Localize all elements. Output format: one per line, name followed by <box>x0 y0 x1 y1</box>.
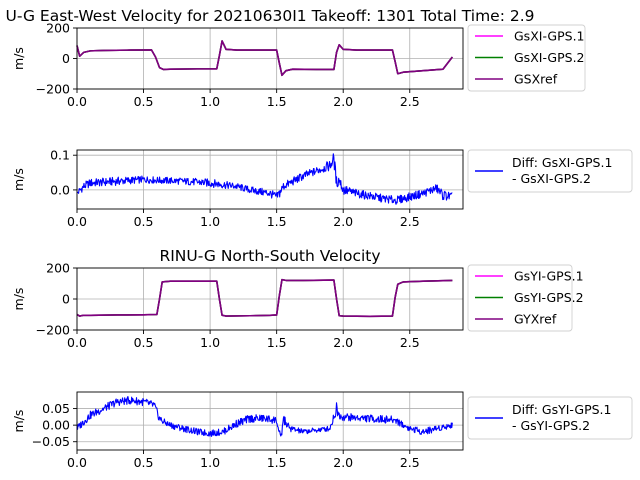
legend-entry: GsYI-GPS.2 <box>514 290 584 305</box>
x-tick-label: 0.5 <box>134 214 154 229</box>
x-tick-label: 2.5 <box>400 214 420 229</box>
chart-title: RINU-G North-South Velocity <box>159 247 380 265</box>
x-tick-label: 1.0 <box>200 214 220 229</box>
y-tick-label: 0.00 <box>42 418 70 433</box>
x-tick-label: 1.5 <box>267 214 287 229</box>
y-tick-label: 0.05 <box>42 401 70 416</box>
y-tick-label: 0.1 <box>50 148 70 163</box>
legend: Diff: GsXI-GPS.1- GsXI-GPS.2 <box>467 149 633 193</box>
x-tick-label: 1.5 <box>267 335 287 350</box>
x-tick-label: 0.0 <box>67 455 87 470</box>
chart-1: 0.0 0.5 1.0 1.5 2.0 2.5 −200 0 200 m/s U-G East-We… <box>5 7 586 109</box>
series-line-1 <box>76 278 453 318</box>
legend: GsXI-GPS.1 GsXI-GPS.2 GSXref <box>467 24 586 92</box>
y-axis-label: m/s <box>11 288 26 311</box>
chart-3: 0.0 0.5 1.0 1.5 2.0 2.5 −200 0 200 m/s RINU-G Nort… <box>11 247 584 350</box>
y-tick-label: −200 <box>36 82 70 97</box>
legend-entry: Diff: GsYI-GPS.1- GsYI-GPS.2 <box>512 402 611 433</box>
y-axis-label: m/s <box>11 410 26 433</box>
x-tick-label: 2.0 <box>333 335 353 350</box>
series-line-1 <box>76 396 453 437</box>
x-tick-label: 2.0 <box>333 94 353 109</box>
x-tick-label: 1.5 <box>267 94 287 109</box>
y-tick-label: 0.0 <box>50 182 70 197</box>
legend-box <box>467 396 633 440</box>
y-tick-label: 200 <box>46 261 70 276</box>
legend: Diff: GsYI-GPS.1- GsYI-GPS.2 <box>467 396 633 440</box>
x-tick-label: 0.0 <box>67 335 87 350</box>
x-tick-label: 1.0 <box>200 94 220 109</box>
plot-frame <box>76 149 464 210</box>
x-tick-label: 2.5 <box>400 455 420 470</box>
legend-box <box>467 24 586 92</box>
x-tick-label: 0.5 <box>134 335 154 350</box>
x-tick-label: 2.0 <box>333 214 353 229</box>
y-tick-label: −200 <box>36 323 70 338</box>
y-tick-label: −0.05 <box>32 434 70 449</box>
legend-entry: GsYI-GPS.1 <box>514 269 584 284</box>
chart-2: 0.0 0.5 1.0 1.5 2.0 2.5 0.0 0.1 m/s Diff: GsXI-GP… <box>11 148 633 229</box>
y-tick-label: 200 <box>46 21 70 36</box>
x-tick-label: 0.5 <box>134 94 154 109</box>
chart-title: U-G East-West Velocity for 20210630I1 Ta… <box>5 7 534 25</box>
y-tick-label: 0 <box>62 292 70 307</box>
legend-entry: GSXref <box>514 72 558 87</box>
legend-entry: GsXI-GPS.2 <box>514 50 585 65</box>
legend-entry: Diff: GsXI-GPS.1- GsXI-GPS.2 <box>512 155 612 186</box>
x-tick-label: 2.5 <box>400 335 420 350</box>
series-line-3 <box>76 278 453 318</box>
y-tick-label: 0 <box>62 51 70 66</box>
legend-entry: GYXref <box>514 312 557 327</box>
series-line-3 <box>76 40 453 77</box>
chart-4: 0.0 0.5 1.0 1.5 2.0 2.5 −0.050.00 0.05 m/s Diff: … <box>11 391 633 470</box>
series-line-1 <box>76 153 453 205</box>
y-axis-label: m/s <box>11 47 26 70</box>
legend-box <box>467 264 573 332</box>
x-tick-label: 0.0 <box>67 214 87 229</box>
legend-entry: GsXI-GPS.1 <box>514 29 585 44</box>
series-line-2 <box>76 278 453 318</box>
legend: GsYI-GPS.1 GsYI-GPS.2 GYXref <box>467 264 584 332</box>
x-tick-label: 1.5 <box>267 455 287 470</box>
x-tick-label: 0.5 <box>134 455 154 470</box>
x-tick-label: 2.5 <box>400 94 420 109</box>
plot-frame <box>76 391 464 451</box>
legend-box <box>467 149 633 193</box>
x-tick-label: 1.0 <box>200 455 220 470</box>
x-tick-label: 2.0 <box>333 455 353 470</box>
y-axis-label: m/s <box>11 168 26 191</box>
x-tick-label: 1.0 <box>200 335 220 350</box>
x-tick-label: 0.0 <box>67 94 87 109</box>
